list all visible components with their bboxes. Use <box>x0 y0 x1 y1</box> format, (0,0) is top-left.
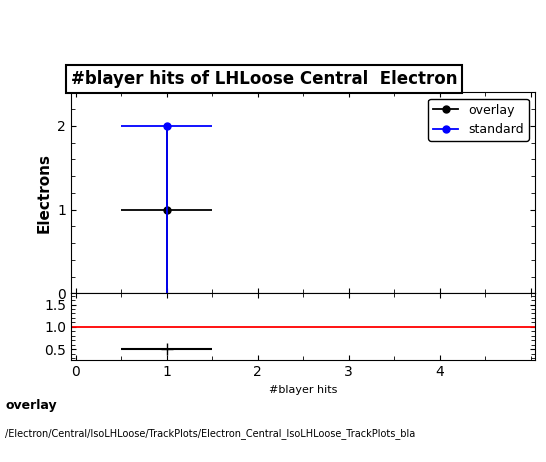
Text: #blayer hits of LHLoose Central  Electron: #blayer hits of LHLoose Central Electron <box>71 70 458 88</box>
Text: overlay: overlay <box>5 399 57 412</box>
Text: #blayer hits: #blayer hits <box>269 385 337 395</box>
Y-axis label: Electrons: Electrons <box>37 153 52 233</box>
Legend: overlay, standard: overlay, standard <box>428 99 529 141</box>
Text: /Electron/Central/IsoLHLoose/TrackPlots/Electron_Central_IsoLHLoose_TrackPlots_b: /Electron/Central/IsoLHLoose/TrackPlots/… <box>5 429 416 439</box>
